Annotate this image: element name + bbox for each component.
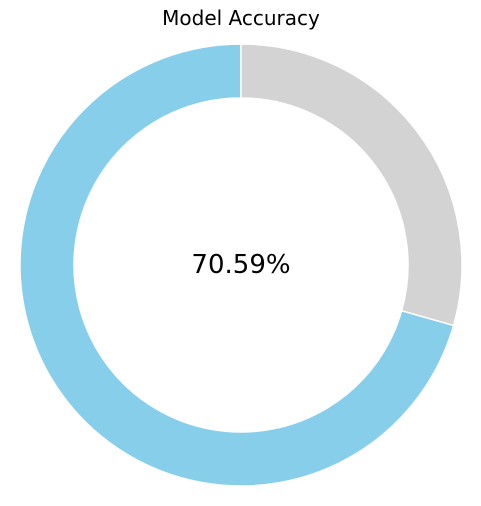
chart-title: Model Accuracy	[162, 6, 320, 30]
center-accuracy-label: 70.59%	[191, 250, 290, 280]
donut-slice-1	[240, 43, 463, 327]
donut-slices	[19, 43, 463, 487]
donut-slice-0	[19, 43, 455, 487]
